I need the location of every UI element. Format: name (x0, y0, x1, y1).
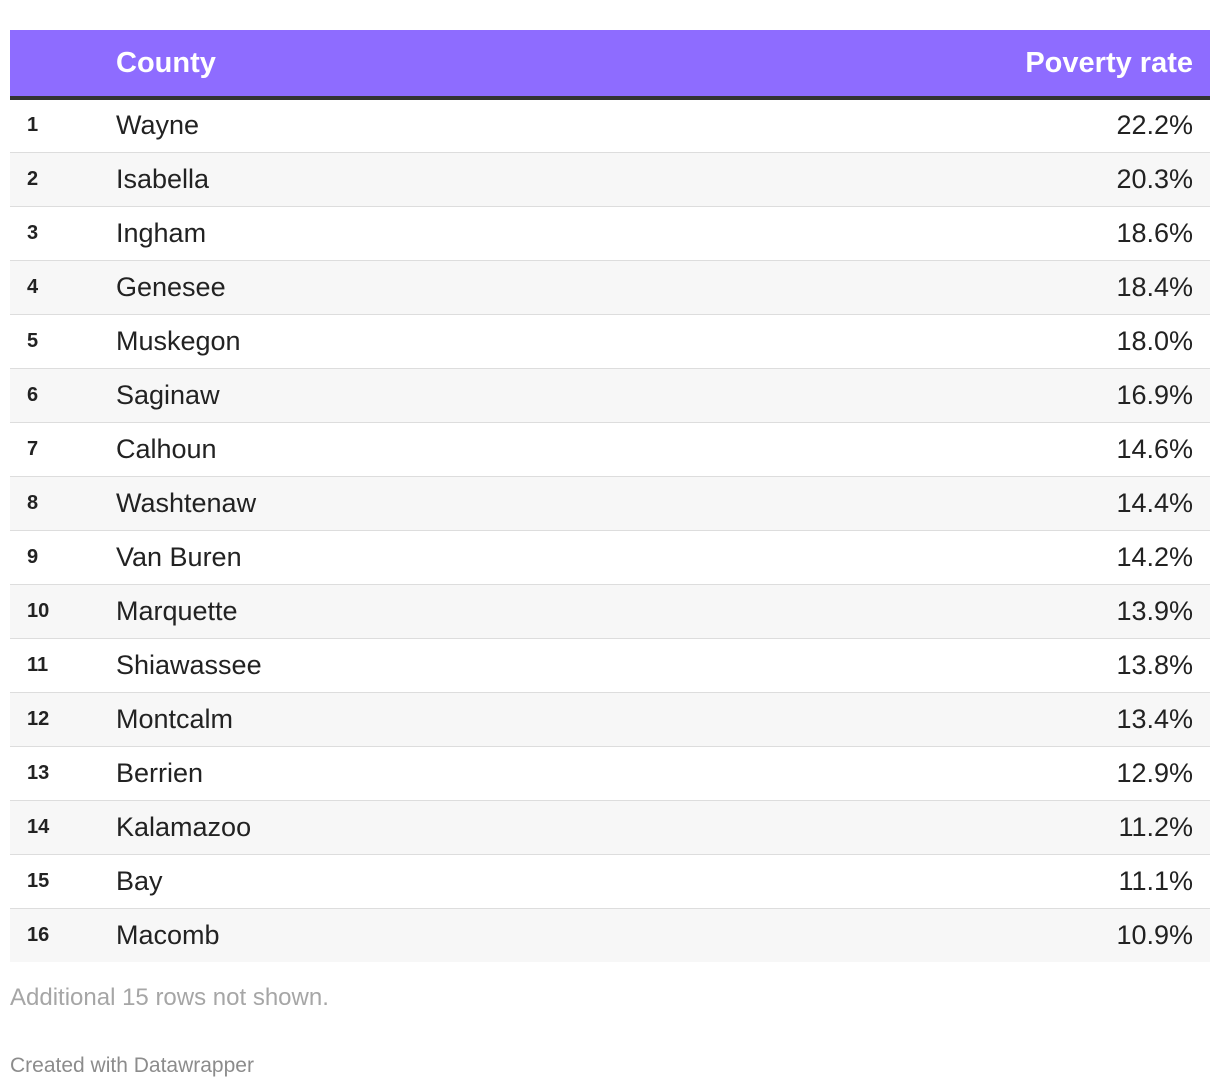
table-row: 11 Shiawassee 13.8% (10, 638, 1210, 693)
row-poverty-rate: 18.4% (893, 260, 1210, 315)
row-poverty-rate: 20.3% (893, 152, 1210, 207)
row-county: Macomb (116, 908, 893, 962)
header-rank (10, 30, 116, 100)
poverty-table: County Poverty rate 1 Wayne 22.2% 2 Isabella… (10, 30, 1210, 962)
table-row: 7 Calhoun 14.6% (10, 422, 1210, 477)
row-poverty-rate: 11.1% (893, 854, 1210, 909)
row-rank: 5 (10, 314, 116, 369)
row-rank: 4 (10, 260, 116, 315)
row-rank: 9 (10, 530, 116, 585)
row-rank: 12 (10, 692, 116, 747)
row-poverty-rate: 13.4% (893, 692, 1210, 747)
table-row: 2 Isabella 20.3% (10, 152, 1210, 207)
row-rank: 1 (10, 98, 116, 153)
table-row: 6 Saginaw 16.9% (10, 368, 1210, 423)
row-county: Calhoun (116, 422, 893, 477)
row-county: Muskegon (116, 314, 893, 369)
table-row: 8 Washtenaw 14.4% (10, 476, 1210, 531)
row-poverty-rate: 14.4% (893, 476, 1210, 531)
poverty-table-container: County Poverty rate 1 Wayne 22.2% 2 Isabella… (10, 30, 1210, 962)
rows-not-shown-note: Additional 15 rows not shown. (10, 984, 329, 1011)
row-rank: 10 (10, 584, 116, 639)
header-row: County Poverty rate (10, 30, 1210, 100)
row-rank: 6 (10, 368, 116, 423)
row-rank: 14 (10, 800, 116, 855)
table-row: 15 Bay 11.1% (10, 854, 1210, 909)
table-body: 1 Wayne 22.2% 2 Isabella 20.3% 3 Ingham 18.6% 4 Ge… (10, 98, 1210, 962)
row-poverty-rate: 22.2% (893, 98, 1210, 153)
row-county: Washtenaw (116, 476, 893, 531)
table-row: 4 Genesee 18.4% (10, 260, 1210, 315)
row-rank: 3 (10, 206, 116, 261)
row-county: Genesee (116, 260, 893, 315)
row-rank: 13 (10, 746, 116, 801)
row-county: Marquette (116, 584, 893, 639)
row-county: Ingham (116, 206, 893, 261)
row-poverty-rate: 14.2% (893, 530, 1210, 585)
row-rank: 8 (10, 476, 116, 531)
row-rank: 16 (10, 908, 116, 962)
row-poverty-rate: 12.9% (893, 746, 1210, 801)
row-county: Van Buren (116, 530, 893, 585)
table-row: 16 Macomb 10.9% (10, 908, 1210, 962)
table-row: 13 Berrien 12.9% (10, 746, 1210, 801)
table-row: 3 Ingham 18.6% (10, 206, 1210, 261)
header-poverty-rate[interactable]: Poverty rate (893, 30, 1210, 100)
row-county: Wayne (116, 98, 893, 153)
datawrapper-credit: Created with Datawrapper (10, 1054, 254, 1077)
row-poverty-rate: 13.8% (893, 638, 1210, 693)
table-row: 10 Marquette 13.9% (10, 584, 1210, 639)
row-poverty-rate: 14.6% (893, 422, 1210, 477)
row-county: Kalamazoo (116, 800, 893, 855)
table-header: County Poverty rate (10, 30, 1210, 100)
row-county: Shiawassee (116, 638, 893, 693)
row-county: Saginaw (116, 368, 893, 423)
header-county[interactable]: County (116, 30, 893, 100)
row-rank: 7 (10, 422, 116, 477)
table-row: 1 Wayne 22.2% (10, 98, 1210, 153)
table-row: 12 Montcalm 13.4% (10, 692, 1210, 747)
row-poverty-rate: 13.9% (893, 584, 1210, 639)
row-poverty-rate: 11.2% (893, 800, 1210, 855)
row-poverty-rate: 10.9% (893, 908, 1210, 962)
row-rank: 11 (10, 638, 116, 693)
row-county: Bay (116, 854, 893, 909)
table-row: 9 Van Buren 14.2% (10, 530, 1210, 585)
row-poverty-rate: 18.0% (893, 314, 1210, 369)
row-county: Berrien (116, 746, 893, 801)
row-rank: 2 (10, 152, 116, 207)
row-poverty-rate: 18.6% (893, 206, 1210, 261)
row-rank: 15 (10, 854, 116, 909)
row-county: Isabella (116, 152, 893, 207)
table-row: 14 Kalamazoo 11.2% (10, 800, 1210, 855)
row-poverty-rate: 16.9% (893, 368, 1210, 423)
row-county: Montcalm (116, 692, 893, 747)
table-row: 5 Muskegon 18.0% (10, 314, 1210, 369)
